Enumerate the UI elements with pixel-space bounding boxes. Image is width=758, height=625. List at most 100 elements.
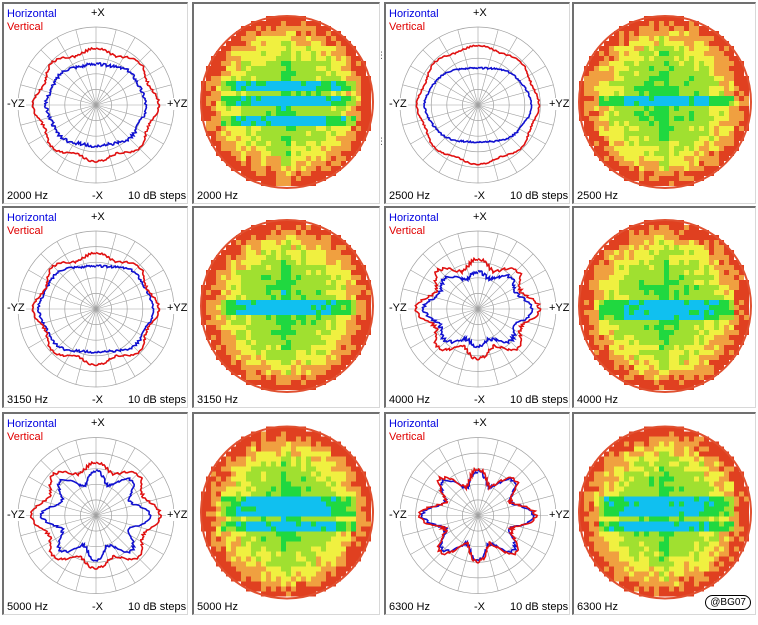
heatmap-cell [739, 81, 744, 86]
heatmap-cell [356, 466, 361, 472]
heatmap-cell [241, 481, 246, 487]
heatmap-cell [236, 81, 241, 86]
heatmap-cell [649, 235, 654, 240]
heatmap-cell [584, 305, 589, 310]
heatmap-cell [236, 61, 241, 66]
heatmap-cell [286, 235, 291, 240]
heatmap-cell [679, 76, 684, 81]
heatmap-cell [664, 260, 669, 265]
heatmap-cell [236, 466, 241, 472]
heatmap-cell [251, 171, 256, 176]
heatmap-cell [316, 586, 321, 592]
heatmap-cell [351, 285, 356, 290]
heatmap-cell [316, 136, 321, 141]
heatmap-cell [694, 225, 699, 230]
heatmap-cell [266, 436, 271, 442]
frequency-label: 5000 Hz [7, 601, 48, 613]
heatmap-cell [639, 265, 644, 270]
heatmap-cell [236, 481, 241, 487]
heatmap-cell [346, 355, 351, 360]
heatmap-cell [624, 126, 629, 131]
heatmap-cell [331, 76, 336, 81]
heatmap-cell [231, 481, 236, 487]
heatmap-cell [316, 355, 321, 360]
heatmap-cell [316, 506, 321, 512]
heatmap-cell [719, 111, 724, 116]
heatmap-cell [216, 556, 221, 562]
heatmap-cell [336, 270, 341, 275]
heatmap-cell [619, 345, 624, 350]
heatmap-cell [579, 295, 584, 300]
heatmap-cell [321, 106, 326, 111]
heatmap-cell [629, 81, 634, 86]
heatmap-cell [604, 161, 609, 166]
heatmap-cell [236, 56, 241, 61]
heatmap-cell [226, 101, 231, 106]
heatmap-cell [216, 471, 221, 477]
heatmap-cell [634, 56, 639, 61]
heatmap-cell [609, 290, 614, 295]
heatmap-cell [356, 516, 361, 522]
heatmap-cell [281, 121, 286, 126]
heatmap-cell [336, 461, 341, 467]
heatmap-cell [619, 305, 624, 310]
heatmap-cell [351, 146, 356, 151]
heatmap-cell [211, 111, 216, 116]
heatmap-cell [301, 111, 306, 116]
heatmap-cell [301, 546, 306, 552]
heatmap-cell [321, 375, 326, 380]
heatmap-cell [301, 385, 306, 390]
heatmap-cell [669, 240, 674, 245]
heatmap-cell [654, 220, 659, 225]
heatmap-cell [241, 51, 246, 56]
heatmap-cell [311, 171, 316, 176]
heatmap-cell [321, 136, 326, 141]
heatmap-cell [669, 116, 674, 121]
heatmap-cell [331, 290, 336, 295]
heatmap-cell [714, 265, 719, 270]
grid-spoke [95, 233, 117, 310]
heatmap-cell [241, 106, 246, 111]
grid-spoke [457, 29, 479, 106]
heatmap-cell [609, 71, 614, 76]
heatmap-cell [306, 86, 311, 91]
heatmap-cell [281, 36, 286, 41]
heatmap-cell [699, 250, 704, 255]
heatmap-cell [256, 151, 261, 156]
heatmap-cell [649, 240, 654, 245]
heatmap-cell [679, 46, 684, 51]
heatmap-cell [291, 516, 296, 522]
heatmap-cell [366, 280, 371, 285]
heatmap-cell [336, 501, 341, 507]
heatmap-cell [331, 365, 336, 370]
heatmap-cell [286, 501, 291, 507]
heatmap-cell [614, 250, 619, 255]
heatmap-cell [301, 76, 306, 81]
heatmap-cell [674, 441, 679, 447]
heatmap-cell [654, 290, 659, 295]
grid-spoke [95, 288, 172, 310]
heatmap-cell [201, 290, 206, 295]
heatmap-cell [664, 156, 669, 161]
heatmap-cell [256, 81, 261, 86]
heatmap-cell [644, 250, 649, 255]
grid-spoke [40, 460, 97, 516]
heatmap-cell [316, 581, 321, 587]
heatmap-cell [659, 355, 664, 360]
heatmap-cell [331, 521, 336, 527]
heatmap-cell [639, 71, 644, 76]
heatmap-cell [644, 385, 649, 390]
heatmap-cell [221, 491, 226, 497]
heatmap-cell [694, 111, 699, 116]
heatmap-cell [624, 116, 629, 121]
heatmap-cell [306, 446, 311, 452]
heatmap-cell [619, 315, 624, 320]
heatmap-cell [664, 305, 669, 310]
heatmap-cell [271, 380, 276, 385]
heatmap-cell [709, 300, 714, 305]
heatmap-cell [724, 101, 729, 106]
heatmap-cell [589, 61, 594, 66]
heatmap-cell [296, 345, 301, 350]
heatmap-cell [211, 116, 216, 121]
heatmap-cell [629, 300, 634, 305]
